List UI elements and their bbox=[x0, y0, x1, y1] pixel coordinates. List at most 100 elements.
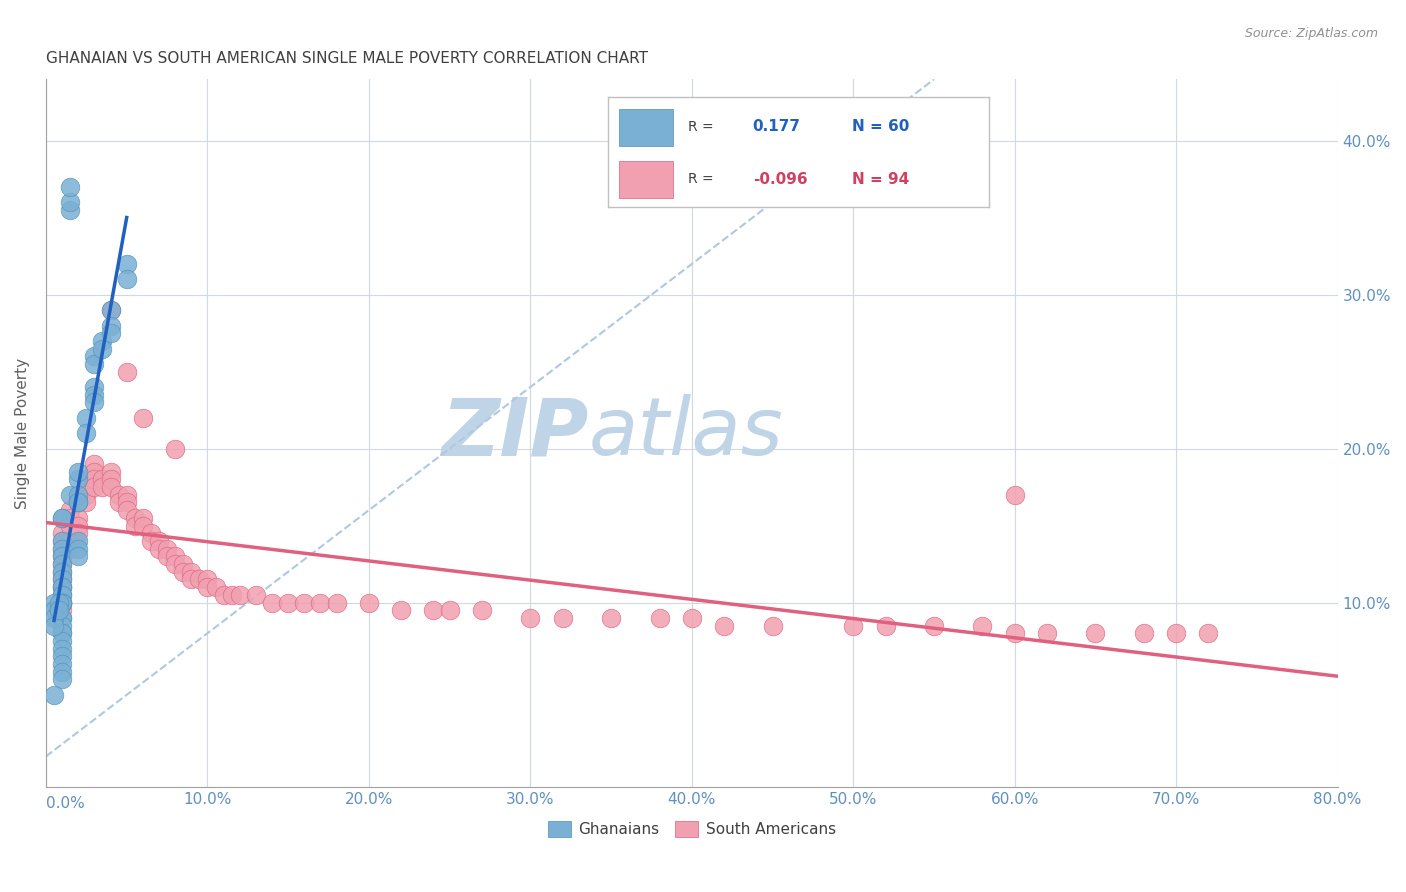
Point bbox=[67, 465, 90, 479]
Point bbox=[172, 565, 194, 579]
Point bbox=[51, 588, 73, 602]
Point bbox=[115, 272, 138, 286]
Point bbox=[51, 580, 73, 594]
Point bbox=[107, 488, 129, 502]
Point bbox=[1004, 626, 1026, 640]
Text: 0.0%: 0.0% bbox=[46, 797, 84, 812]
Point bbox=[245, 588, 267, 602]
Point bbox=[357, 595, 380, 609]
Point bbox=[648, 611, 671, 625]
Point bbox=[83, 349, 105, 363]
Point bbox=[83, 457, 105, 471]
Point bbox=[180, 565, 202, 579]
Point bbox=[100, 480, 122, 494]
Point bbox=[48, 595, 70, 609]
Point bbox=[681, 611, 703, 625]
Point bbox=[156, 549, 179, 564]
Point bbox=[156, 541, 179, 556]
Point bbox=[100, 318, 122, 333]
Point bbox=[107, 495, 129, 509]
Point bbox=[1133, 626, 1156, 640]
Point bbox=[83, 472, 105, 486]
Y-axis label: Single Male Poverty: Single Male Poverty bbox=[15, 358, 30, 508]
Point bbox=[51, 611, 73, 625]
Point bbox=[75, 410, 97, 425]
Point bbox=[51, 673, 73, 687]
Point bbox=[83, 395, 105, 409]
Point bbox=[51, 580, 73, 594]
Point bbox=[180, 573, 202, 587]
Text: atlas: atlas bbox=[589, 394, 783, 472]
Point bbox=[1084, 626, 1107, 640]
Point bbox=[600, 611, 623, 625]
Point bbox=[75, 480, 97, 494]
Point bbox=[51, 588, 73, 602]
Point bbox=[100, 465, 122, 479]
Point bbox=[260, 595, 283, 609]
Point bbox=[91, 342, 114, 356]
Point bbox=[91, 480, 114, 494]
Point bbox=[551, 611, 574, 625]
Point bbox=[91, 472, 114, 486]
Point bbox=[59, 511, 82, 525]
Point bbox=[292, 595, 315, 609]
Point bbox=[51, 541, 73, 556]
Point bbox=[75, 426, 97, 441]
Point bbox=[100, 472, 122, 486]
Point bbox=[172, 557, 194, 571]
Point bbox=[51, 557, 73, 571]
Point bbox=[67, 495, 90, 509]
Point bbox=[51, 549, 73, 564]
Point bbox=[188, 573, 211, 587]
Point bbox=[51, 641, 73, 656]
Point bbox=[42, 611, 65, 625]
Point bbox=[51, 595, 73, 609]
Point bbox=[124, 511, 146, 525]
Point bbox=[51, 573, 73, 587]
Point bbox=[761, 618, 783, 632]
Point bbox=[132, 511, 155, 525]
Point bbox=[471, 603, 494, 617]
Point bbox=[197, 580, 219, 594]
Point bbox=[875, 618, 897, 632]
Text: ZIP: ZIP bbox=[441, 394, 589, 472]
Point bbox=[115, 488, 138, 502]
Point bbox=[51, 626, 73, 640]
Point bbox=[277, 595, 299, 609]
Point bbox=[51, 649, 73, 664]
Point bbox=[100, 326, 122, 341]
Point bbox=[51, 557, 73, 571]
Point bbox=[212, 588, 235, 602]
Point bbox=[51, 526, 73, 541]
Point bbox=[51, 533, 73, 548]
Point bbox=[75, 472, 97, 486]
Point bbox=[51, 595, 73, 609]
Point bbox=[132, 410, 155, 425]
Point bbox=[67, 495, 90, 509]
Point bbox=[51, 665, 73, 679]
Point bbox=[132, 518, 155, 533]
Point bbox=[51, 533, 73, 548]
Point bbox=[922, 618, 945, 632]
Point bbox=[67, 488, 90, 502]
Point bbox=[165, 549, 187, 564]
Point bbox=[83, 465, 105, 479]
Point bbox=[51, 618, 73, 632]
Point bbox=[51, 565, 73, 579]
Point bbox=[1198, 626, 1220, 640]
Point bbox=[519, 611, 541, 625]
Point bbox=[115, 503, 138, 517]
Point bbox=[51, 541, 73, 556]
Point bbox=[325, 595, 347, 609]
Point bbox=[1004, 488, 1026, 502]
Point bbox=[115, 365, 138, 379]
Point bbox=[165, 557, 187, 571]
Point bbox=[148, 541, 170, 556]
Point bbox=[124, 518, 146, 533]
Text: Source: ZipAtlas.com: Source: ZipAtlas.com bbox=[1244, 27, 1378, 40]
Point bbox=[67, 488, 90, 502]
Point bbox=[139, 533, 162, 548]
Point bbox=[42, 688, 65, 702]
Point bbox=[842, 618, 865, 632]
Point bbox=[1166, 626, 1188, 640]
